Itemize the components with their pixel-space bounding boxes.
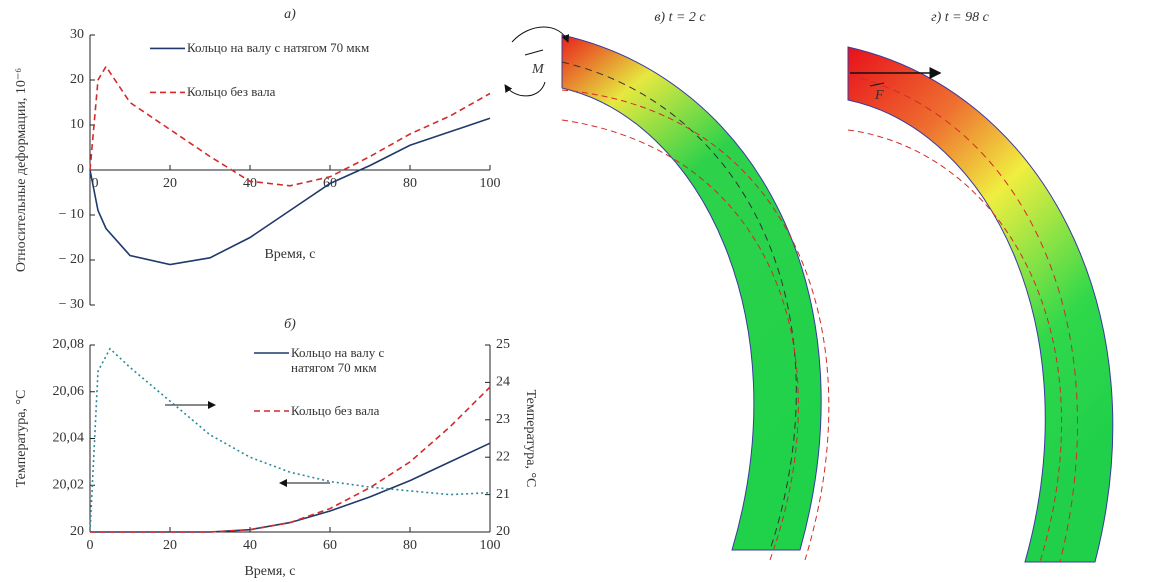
y-tick-label: 20 — [70, 72, 84, 87]
moment-label: M — [531, 62, 545, 77]
y-tick-label: 20,08 — [53, 337, 85, 352]
x-tick-label: 60 — [323, 538, 337, 553]
y-tick-label: 20,02 — [53, 477, 85, 492]
moment-arrow — [511, 26, 570, 43]
y-axis-label: Относительные деформации, 10⁻⁶ — [14, 68, 29, 272]
x-axis-label: Время, с — [264, 247, 315, 262]
x-tick-label: 0 — [87, 538, 94, 553]
legend-label: Кольцо на валу с натягом 70 мкм — [291, 345, 385, 375]
x-tick-label: 80 — [403, 176, 417, 191]
y-tick-label: 20 — [70, 524, 84, 539]
y-tick-label: 0 — [77, 162, 84, 177]
x-tick-label: 0 — [92, 176, 99, 191]
legend-label: Кольцо без вала — [291, 403, 380, 418]
x-tick-label: 100 — [480, 538, 501, 553]
y-tick-label: − 20 — [59, 252, 84, 267]
vector-bar — [869, 82, 885, 87]
series-line — [89, 64, 491, 187]
vector-bar — [524, 49, 544, 56]
ring-section — [847, 46, 1114, 563]
series-line — [89, 117, 491, 266]
x-axis-label: Время, с — [244, 564, 295, 579]
y-tick-label: − 30 — [59, 297, 84, 312]
y2-tick-label: 20 — [496, 524, 510, 539]
panel-title: г) t = 98 с — [931, 10, 989, 25]
neutral-line — [561, 61, 797, 551]
x-tick-label: 20 — [163, 538, 177, 553]
y-tick-label: 10 — [70, 117, 84, 132]
x-tick-label: 20 — [163, 176, 177, 191]
y2-tick-label: 22 — [496, 449, 510, 464]
deformed-outline — [561, 119, 799, 561]
series-line — [90, 442, 491, 533]
y-tick-label: 20,04 — [53, 431, 85, 446]
deformed-outline — [847, 129, 1063, 563]
y-tick-label: 20,06 — [53, 384, 85, 399]
ring-section — [561, 34, 822, 551]
x-tick-label: 100 — [480, 176, 501, 191]
chart-title: а) — [284, 7, 296, 22]
neutral-line — [847, 74, 1078, 563]
panel-title: в) t = 2 с — [654, 10, 706, 25]
moment-arrow — [504, 81, 546, 97]
y2-tick-label: 23 — [496, 412, 510, 427]
series-line — [90, 386, 491, 533]
x-tick-label: 40 — [243, 538, 257, 553]
series-line — [89, 347, 491, 533]
chart-title: б) — [284, 317, 296, 332]
x-tick-label: 40 — [243, 176, 257, 191]
y2-tick-label: 21 — [496, 487, 510, 502]
y2-tick-label: 24 — [496, 375, 510, 390]
deformed-outline — [561, 89, 830, 561]
y-tick-label: − 10 — [59, 207, 84, 222]
y2-axis-label: Температура, °С — [523, 390, 538, 488]
y2-tick-label: 25 — [496, 337, 510, 352]
y-axis-label: Температура, °С — [14, 390, 29, 488]
legend-label: Кольцо без вала — [187, 84, 276, 100]
y-tick-label: 30 — [70, 27, 84, 42]
legend-label: Кольцо на валу с натягом 70 мкм — [187, 40, 370, 56]
x-tick-label: 80 — [403, 538, 417, 553]
force-label: F — [874, 88, 884, 103]
